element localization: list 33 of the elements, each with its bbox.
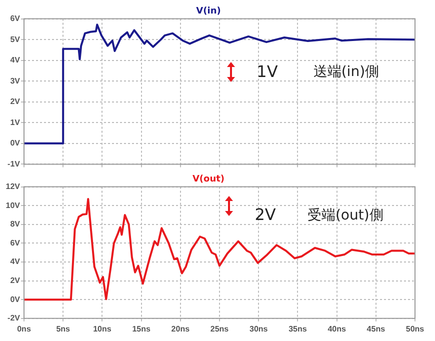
y-tick-label: 4V <box>10 56 21 65</box>
y-tick-label: 2V <box>10 276 21 286</box>
x-tick-label: 5ns <box>56 324 71 334</box>
y-tick-label: 6V <box>10 14 21 24</box>
y-tick-label: -2V <box>8 314 21 323</box>
y-tick-label: 8V <box>10 220 21 229</box>
y-tick-label: 0V <box>10 138 21 148</box>
x-tick-label: 0ns <box>17 324 32 334</box>
y-tick-label: 0V <box>10 294 21 304</box>
annotation: 受端(out)側 <box>307 207 384 224</box>
x-tick-label: 10ns <box>93 324 112 334</box>
annotation: 2V <box>254 204 276 224</box>
x-tick-label: 15ns <box>132 324 151 334</box>
x-tick-label: 50ns <box>406 324 425 334</box>
y-tick-label: 5V <box>10 34 21 44</box>
annotation: 送端(in)側 <box>313 64 380 80</box>
y-tick-label: 2V <box>10 97 21 106</box>
y-tick-label: -1V <box>8 159 21 168</box>
y-tick-label: 4V <box>10 257 21 266</box>
y-tick-label: 1V <box>10 118 21 127</box>
x-tick-label: 35ns <box>288 324 308 334</box>
chart-title: V(out) <box>192 174 225 185</box>
x-tick-label: 45ns <box>366 324 386 334</box>
y-tick-label: 3V <box>10 76 21 86</box>
x-tick-label: 40ns <box>328 324 346 334</box>
chart-title: V(in) <box>196 6 221 17</box>
x-tick-label: 25ns <box>210 324 230 334</box>
x-tick-label: 20ns <box>171 324 190 334</box>
y-tick-label: 6V <box>10 238 21 248</box>
y-tick-label: 10V <box>6 200 21 210</box>
y-tick-label: 12V <box>6 182 21 192</box>
x-tick-label: 30ns <box>249 324 268 334</box>
annotation: 1V <box>256 62 278 81</box>
